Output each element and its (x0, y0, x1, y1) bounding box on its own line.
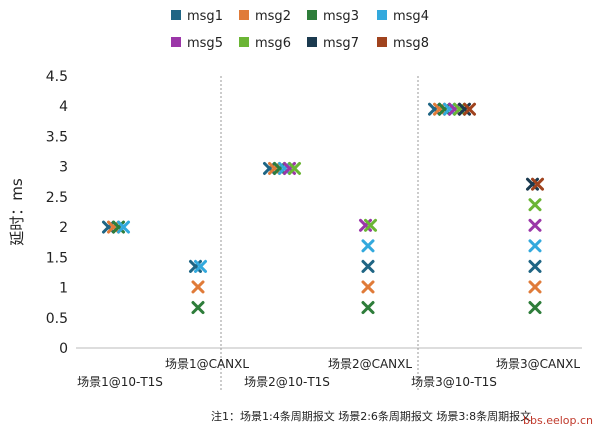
x-category-label: 场景2@CANXL (328, 357, 412, 371)
point-msg2 (361, 280, 375, 294)
y-tick-label: 4.5 (46, 69, 68, 85)
y-tick-label: 4 (59, 99, 68, 115)
legend-label: msg1 (187, 9, 223, 24)
point-msg4 (194, 259, 207, 273)
point-msg6 (364, 218, 377, 232)
point-msg8 (463, 102, 476, 116)
y-axis-ticks: 0 0.5 1 1.5 2 2.5 3 3.5 4 4.5 (46, 69, 68, 357)
legend-swatch (239, 37, 249, 47)
x-category-label: 场景2@10-T1S (244, 375, 330, 389)
point-msg8 (531, 177, 544, 191)
point-msg2 (191, 280, 205, 294)
point-msg6 (528, 198, 542, 212)
y-tick-label: 2.5 (46, 190, 68, 206)
legend-label: msg3 (323, 9, 359, 24)
legend-swatch (239, 10, 249, 20)
legend-label: msg4 (393, 9, 429, 24)
legend-item-msg6: msg6 (239, 36, 291, 51)
y-tick-label: 1.5 (46, 250, 68, 266)
watermark: bbs.eelop.cn (523, 414, 593, 427)
x-category-label: 场景3@10-T1S (411, 375, 497, 389)
legend-swatch (307, 37, 317, 47)
x-category-label: 场景1@CANXL (165, 357, 249, 371)
point-msg3 (528, 301, 542, 315)
legend-swatch (377, 37, 387, 47)
y-axis-title: 延时：ms (8, 178, 26, 246)
legend-swatch (171, 37, 181, 47)
legend: msg1 msg2 msg3 msg4 msg5 msg6 msg7 msg8 (171, 9, 429, 51)
point-msg4 (361, 239, 375, 253)
legend-item-msg1: msg1 (171, 9, 223, 24)
scenario-separators (220, 76, 419, 390)
legend-label: msg6 (255, 36, 291, 51)
legend-swatch (377, 10, 387, 20)
data-points (102, 102, 544, 315)
legend-label: msg5 (187, 36, 223, 51)
point-msg4 (117, 220, 130, 234)
x-category-label: 场景3@CANXL (496, 357, 580, 371)
legend-item-msg7: msg7 (307, 36, 359, 51)
y-tick-label: 0.5 (46, 311, 68, 327)
x-category-label: 场景1@10-T1S (77, 375, 163, 389)
point-msg2 (528, 280, 542, 294)
legend-swatch (171, 10, 181, 20)
y-tick-label: 2 (59, 220, 68, 236)
y-tick-label: 0 (59, 341, 68, 357)
point-msg1 (528, 259, 542, 273)
legend-label: msg2 (255, 9, 291, 24)
legend-item-msg8: msg8 (377, 36, 429, 51)
legend-item-msg4: msg4 (377, 9, 429, 24)
legend-item-msg2: msg2 (239, 9, 291, 24)
footnote: 注1：场景1:4条周期报文 场景2:6条周期报文 场景3:8条周期报文 (211, 409, 531, 423)
legend-item-msg5: msg5 (171, 36, 223, 51)
y-tick-label: 1 (59, 281, 68, 297)
point-msg6 (288, 161, 301, 175)
legend-label: msg8 (393, 36, 429, 51)
legend-label: msg7 (323, 36, 359, 51)
point-msg3 (191, 301, 205, 315)
legend-item-msg3: msg3 (307, 9, 359, 24)
point-msg1 (361, 259, 375, 273)
y-tick-label: 3.5 (46, 129, 68, 145)
point-msg3 (361, 301, 375, 315)
legend-swatch (307, 10, 317, 20)
point-msg4 (528, 239, 542, 253)
y-tick-label: 3 (59, 160, 68, 176)
point-msg5 (528, 218, 542, 232)
